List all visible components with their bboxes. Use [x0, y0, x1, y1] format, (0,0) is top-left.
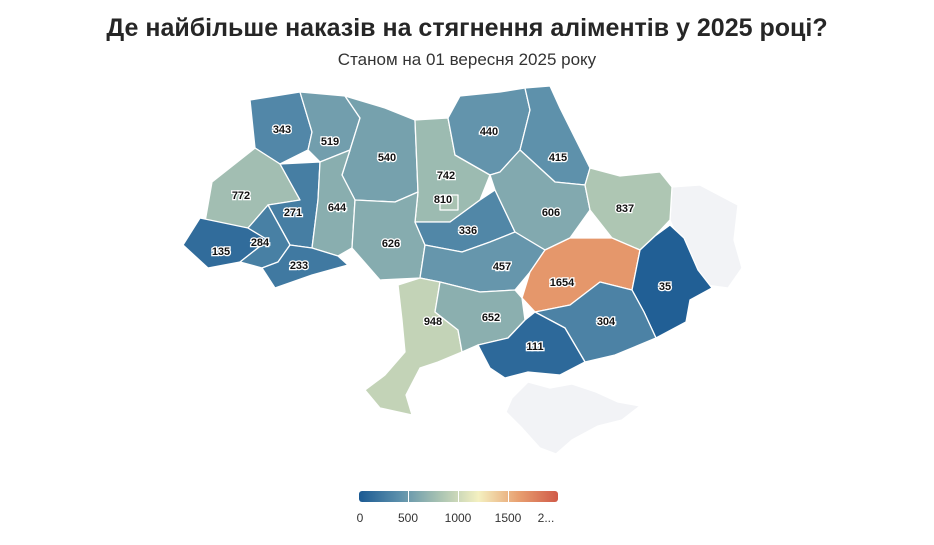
region-label-zhytomyr: 540	[378, 152, 396, 164]
region-label-kirovohrad: 457	[493, 261, 511, 273]
legend-divider	[508, 491, 509, 502]
region-label-kyiv-city: 810	[434, 194, 452, 206]
legend-tick-label: 1500	[494, 511, 522, 525]
legend-tick-label: 2...	[537, 511, 555, 525]
region-label-kharkiv: 837	[616, 203, 634, 215]
region-label-cherkasy: 336	[459, 225, 477, 237]
region-label-kyiv-oblast: 742	[437, 170, 455, 182]
region-label-poltava: 606	[542, 207, 560, 219]
region-vinnytsia[interactable]	[351, 191, 426, 281]
region-chernivtsi[interactable]	[261, 244, 349, 289]
map-title: Де найбільше наказів на стягнення алімен…	[106, 14, 828, 42]
region-label-mykolaiv: 652	[482, 312, 500, 324]
region-label-zakarpattia: 135	[212, 246, 230, 258]
region-label-chernivtsi: 233	[290, 260, 308, 272]
region-kherson[interactable]	[477, 311, 586, 379]
region-label-ternopil: 271	[284, 207, 302, 219]
region-label-rivne: 519	[321, 136, 339, 148]
legend-divider	[408, 491, 409, 502]
legend-divider	[458, 491, 459, 502]
region-kyiv-city[interactable]	[439, 194, 459, 211]
region-label-khmelnytskyi: 644	[328, 202, 347, 214]
region-label-donetsk: 35	[659, 281, 671, 293]
legend-tick-label: 500	[397, 511, 419, 525]
region-label-chernihiv: 440	[480, 126, 498, 138]
region-kharkiv[interactable]	[584, 167, 673, 251]
region-label-odesa: 948	[424, 316, 442, 328]
region-label-vinnytsia: 626	[382, 238, 400, 250]
region-label-dnipropetrovsk: 1654	[550, 277, 575, 289]
region-crimea[interactable]	[505, 381, 641, 455]
region-label-ivano-frankivsk: 284	[251, 237, 270, 249]
map-subtitle: Станом на 01 вересня 2025 року	[337, 50, 597, 69]
region-label-sumy: 415	[549, 152, 567, 164]
region-label-lviv: 772	[232, 190, 250, 202]
region-label-kherson: 111	[526, 341, 543, 353]
legend-tick-label: 0	[356, 511, 364, 525]
legend-tick-label: 1000	[444, 511, 472, 525]
region-label-zaporizhzhia: 304	[597, 316, 616, 328]
region-label-volyn: 343	[273, 124, 291, 136]
